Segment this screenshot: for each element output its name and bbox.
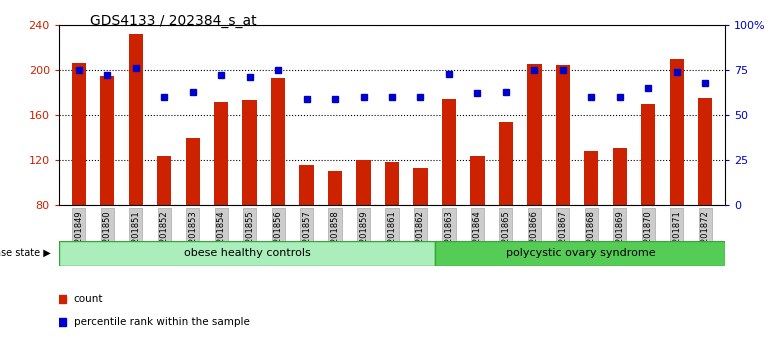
Bar	[271, 78, 285, 205]
Text: percentile rank within the sample: percentile rank within the sample	[74, 317, 249, 327]
Text: obese healthy controls: obese healthy controls	[183, 248, 310, 258]
Text: GDS4133 / 202384_s_at: GDS4133 / 202384_s_at	[90, 14, 257, 28]
Bar	[357, 160, 371, 205]
Bar	[413, 168, 427, 205]
Bar	[499, 122, 513, 205]
Bar	[698, 98, 713, 205]
Bar	[556, 65, 570, 205]
Bar	[59, 241, 435, 266]
Bar	[641, 104, 655, 205]
Bar	[100, 75, 114, 205]
Bar	[328, 171, 342, 205]
Bar	[670, 59, 684, 205]
Text: disease state ▶: disease state ▶	[0, 248, 51, 258]
Bar	[214, 102, 228, 205]
Bar	[528, 64, 542, 205]
Bar	[299, 165, 314, 205]
Bar	[584, 151, 598, 205]
Text: count: count	[74, 294, 103, 304]
Bar	[613, 148, 627, 205]
Bar	[129, 34, 143, 205]
Bar	[435, 241, 725, 266]
Bar	[385, 162, 399, 205]
Bar	[470, 156, 485, 205]
Bar	[157, 156, 171, 205]
Bar	[242, 101, 256, 205]
Text: polycystic ovary syndrome: polycystic ovary syndrome	[506, 248, 655, 258]
Bar	[442, 99, 456, 205]
Bar	[71, 63, 86, 205]
Bar	[186, 138, 200, 205]
